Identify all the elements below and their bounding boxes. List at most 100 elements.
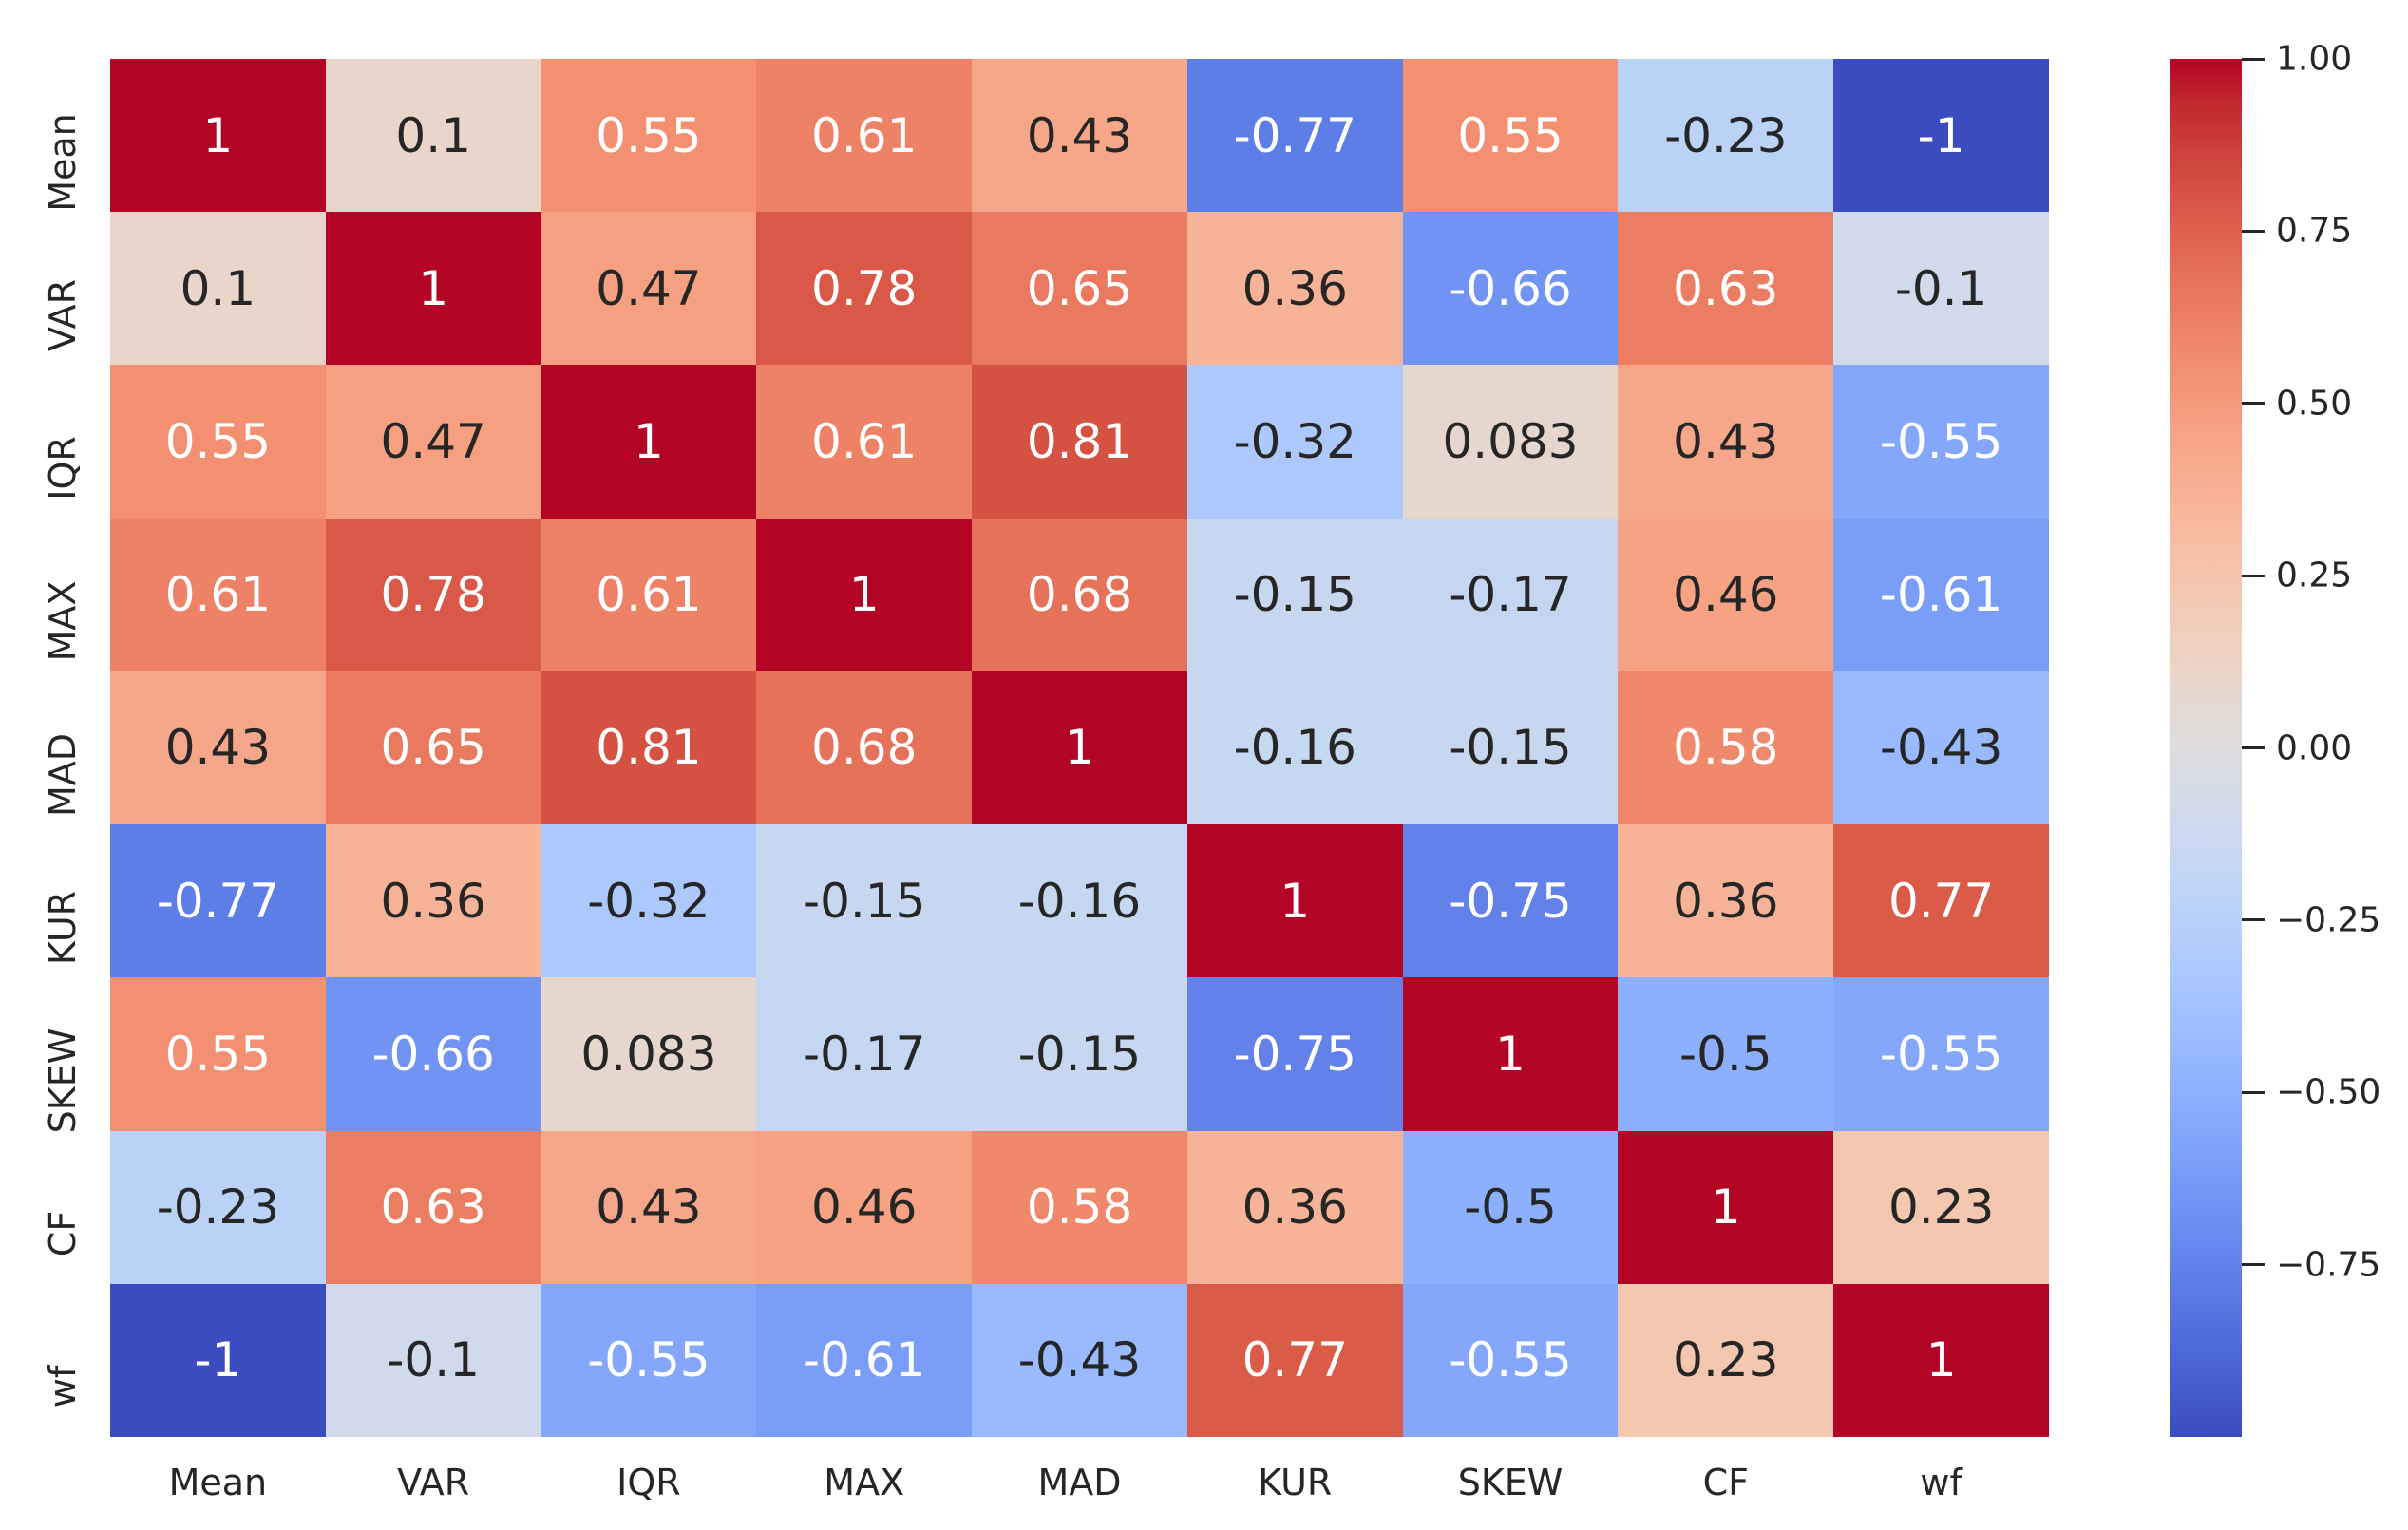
colorbar-tick-label: −0.75: [2276, 1245, 2381, 1285]
heatmap-cell: 0.43: [1618, 365, 1834, 519]
heatmap-cell: 0.1: [325, 59, 541, 213]
colorbar-tick-mark: [2242, 57, 2265, 61]
heatmap-cell: 1: [1833, 1283, 2049, 1437]
heatmap-cell: -0.61: [1833, 518, 2049, 671]
heatmap-cell: -0.1: [325, 1283, 541, 1437]
heatmap-cell: -0.32: [1186, 365, 1403, 519]
colorbar-tick-mark: [2242, 1263, 2265, 1267]
col-label-mad: MAD: [1037, 1462, 1122, 1503]
heatmap-cell: 1: [756, 518, 973, 671]
heatmap-cell: -0.17: [756, 977, 973, 1131]
heatmap-cell: 0.43: [110, 671, 326, 825]
colorbar-tick-mark: [2242, 229, 2265, 233]
heatmap-grid: 1 0.1 0.55 0.61 0.43 -0.77 0.55 -0.23 -1 0.1 1 0.47…: [110, 59, 2049, 1437]
row-label-kur: KUR: [42, 890, 84, 965]
heatmap-cell: 0.61: [756, 59, 973, 213]
heatmap-cell: -0.5: [1618, 977, 1834, 1131]
heatmap-cell: -1: [1833, 59, 2049, 213]
col-label-var: VAR: [397, 1462, 470, 1503]
heatmap-cell: 0.68: [756, 671, 973, 825]
heatmap-cell: 0.55: [110, 977, 326, 1131]
heatmap-cell: -0.23: [1618, 59, 1834, 213]
heatmap-cell: 0.81: [540, 671, 757, 825]
heatmap-cell: 0.55: [1402, 59, 1619, 213]
heatmap-cell: -0.55: [1833, 977, 2049, 1131]
heatmap-cell: -0.77: [1186, 59, 1403, 213]
heatmap-cell: 0.23: [1618, 1283, 1834, 1437]
heatmap-cell: -0.75: [1402, 824, 1619, 978]
row-label-skew: SKEW: [42, 1028, 84, 1134]
row-label-var: VAR: [42, 278, 84, 351]
heatmap-cell: 0.63: [1618, 212, 1834, 366]
heatmap-cell: 0.43: [540, 1130, 757, 1284]
heatmap-cell: 0.78: [756, 212, 973, 366]
colorbar-tick-mark: [2242, 402, 2265, 406]
heatmap-cell: -0.16: [1186, 671, 1403, 825]
heatmap-cell: 0.61: [756, 365, 973, 519]
row-label-cf: CF: [42, 1210, 84, 1257]
heatmap-cell: 0.43: [972, 59, 1187, 213]
heatmap-cell: 0.65: [972, 212, 1187, 366]
heatmap-cell: 1: [110, 59, 326, 213]
heatmap-cell: -0.55: [540, 1283, 757, 1437]
heatmap-cell: 0.77: [1833, 824, 2049, 978]
heatmap-cell: 0.61: [110, 518, 326, 671]
row-label-iqr: IQR: [42, 436, 84, 501]
heatmap-cell: 0.47: [325, 365, 541, 519]
heatmap-cell: 0.61: [540, 518, 757, 671]
heatmap-cell: 0.58: [972, 1130, 1187, 1284]
heatmap-cell: -0.15: [1402, 671, 1619, 825]
heatmap-cell: -0.15: [756, 824, 973, 978]
heatmap-cell: 0.36: [1186, 212, 1403, 366]
heatmap-cell: 0.46: [756, 1130, 973, 1284]
heatmap-cell: 0.083: [1402, 365, 1619, 519]
row-label-wf: wf: [42, 1366, 84, 1408]
colorbar-tick-mark: [2242, 746, 2265, 749]
heatmap-cell: -0.55: [1402, 1283, 1619, 1437]
colorbar-tick-label: −0.50: [2276, 1072, 2381, 1112]
heatmap-cell: 0.1: [110, 212, 326, 366]
heatmap-cell: 0.81: [972, 365, 1187, 519]
heatmap-cell: -0.16: [972, 824, 1187, 978]
heatmap-cell: 0.78: [325, 518, 541, 671]
col-label-kur: KUR: [1258, 1462, 1333, 1503]
heatmap-cell: -0.66: [325, 977, 541, 1131]
col-label-wf: wf: [1920, 1462, 1962, 1503]
row-label-mean: Mean: [42, 112, 84, 212]
heatmap-cell: 0.77: [1186, 1283, 1403, 1437]
colorbar-tick-label: 0.50: [2276, 384, 2353, 424]
heatmap-cell: 0.47: [540, 212, 757, 366]
heatmap-cell: -0.75: [1186, 977, 1403, 1131]
colorbar-tick-label: 0.75: [2276, 211, 2353, 251]
heatmap-cell: 0.36: [325, 824, 541, 978]
colorbar-tick-label: −0.25: [2276, 900, 2381, 940]
heatmap-cell: 0.083: [540, 977, 757, 1131]
heatmap-cell: 1: [972, 671, 1187, 825]
heatmap-cell: -0.5: [1402, 1130, 1619, 1284]
col-label-mean: Mean: [168, 1462, 268, 1503]
heatmap-cell: -0.77: [110, 824, 326, 978]
colorbar-tick-mark: [2242, 918, 2265, 922]
heatmap-cell: -0.15: [972, 977, 1187, 1131]
heatmap-cell: -0.23: [110, 1130, 326, 1284]
heatmap-cell: -0.43: [1833, 671, 2049, 825]
heatmap-cell: -0.43: [972, 1283, 1187, 1437]
heatmap-cell: -0.1: [1833, 212, 2049, 366]
heatmap-cell: 0.36: [1186, 1130, 1403, 1284]
colorbar-tick-label: 1.00: [2276, 39, 2353, 79]
heatmap-cell: 1: [1186, 824, 1403, 978]
heatmap-cell: 1: [540, 365, 757, 519]
heatmap-cell: -0.32: [540, 824, 757, 978]
heatmap-cell: -0.61: [756, 1283, 973, 1437]
col-label-iqr: IQR: [616, 1462, 681, 1503]
heatmap-cell: 0.55: [540, 59, 757, 213]
heatmap-cell: 1: [325, 212, 541, 366]
colorbar-tick-mark: [2242, 1090, 2265, 1094]
heatmap-cell: 0.23: [1833, 1130, 2049, 1284]
colorbar: [2170, 59, 2242, 1437]
heatmap-cell: 0.58: [1618, 671, 1834, 825]
row-label-mad: MAD: [42, 732, 84, 817]
row-label-max: MAX: [42, 580, 84, 662]
heatmap-cell: -0.66: [1402, 212, 1619, 366]
heatmap-cell: 1: [1402, 977, 1619, 1131]
